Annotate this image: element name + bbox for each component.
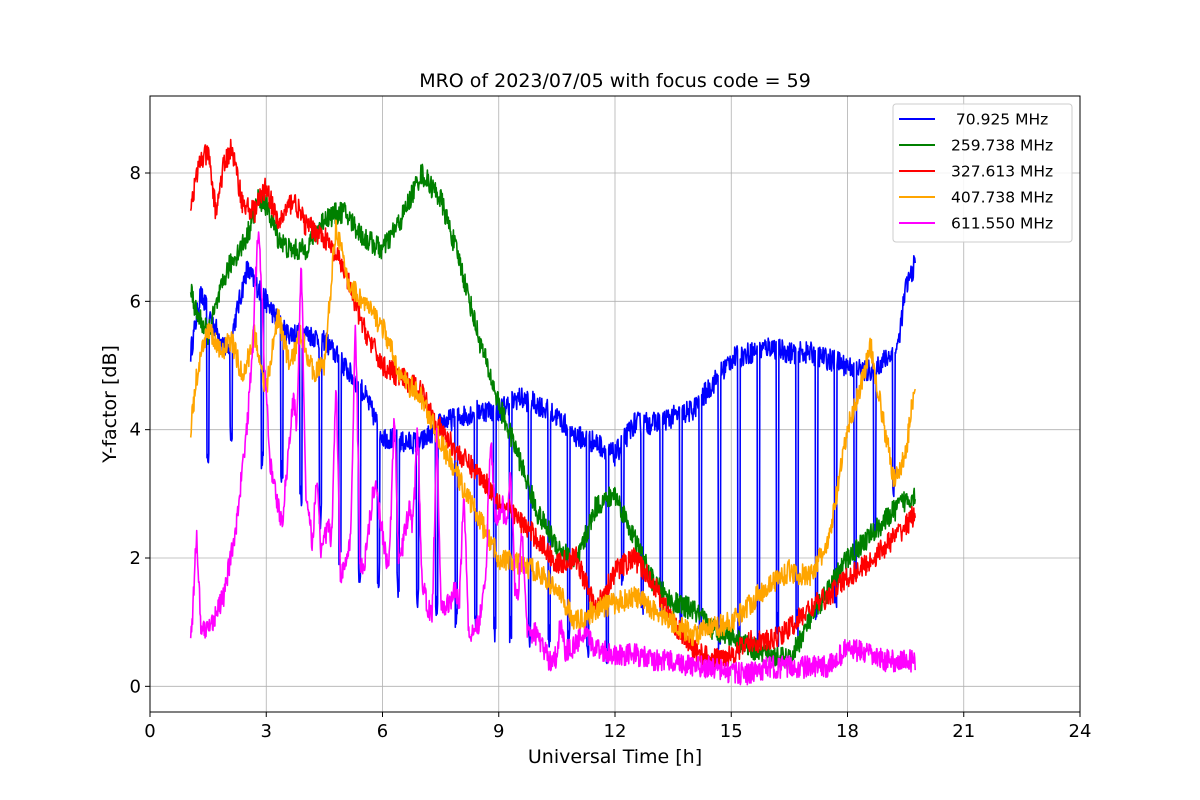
x-tick-label: 15 xyxy=(720,721,743,742)
chart-title: MRO of 2023/07/05 with focus code = 59 xyxy=(419,70,811,92)
x-tick-label: 21 xyxy=(952,721,975,742)
legend-box xyxy=(892,103,1073,243)
legend-label: 327.613 MHz xyxy=(951,163,1053,181)
legend-label: 407.738 MHz xyxy=(951,189,1053,207)
y-tick-label: 2 xyxy=(130,548,141,569)
series-group xyxy=(189,138,916,686)
legend-label: 259.738 MHz xyxy=(951,137,1053,155)
y-tick-label: 4 xyxy=(130,420,141,441)
y-tick-label: 6 xyxy=(130,291,141,312)
series-line-4 xyxy=(189,231,916,686)
x-axis-label: Universal Time [h] xyxy=(528,746,702,768)
x-tick-label: 18 xyxy=(836,721,859,742)
y-axis-label: Y-factor [dB] xyxy=(99,345,121,464)
y-tick-label: 0 xyxy=(130,676,141,697)
x-tick-label: 0 xyxy=(144,721,155,742)
legend-label: 70.925 MHz xyxy=(951,111,1048,129)
y-tick-label: 8 xyxy=(130,163,141,184)
x-tick-label: 6 xyxy=(377,721,388,742)
x-tick-label: 12 xyxy=(604,721,627,742)
x-tick-label: 9 xyxy=(493,721,504,742)
series-line-2 xyxy=(189,138,916,672)
x-tick-label: 24 xyxy=(1069,721,1092,742)
x-tick-label: 3 xyxy=(261,721,272,742)
legend: 70.925 MHz 259.738 MHz 327.613 MHz 407.738 … xyxy=(892,103,1073,243)
legend-label: 611.550 MHz xyxy=(951,215,1053,233)
series-line-0 xyxy=(189,255,916,665)
series-line-3 xyxy=(189,219,916,647)
